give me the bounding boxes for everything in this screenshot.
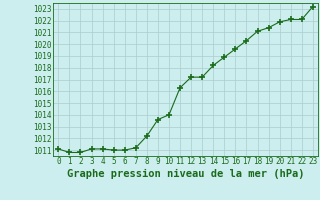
X-axis label: Graphe pression niveau de la mer (hPa): Graphe pression niveau de la mer (hPa) [67,169,304,179]
